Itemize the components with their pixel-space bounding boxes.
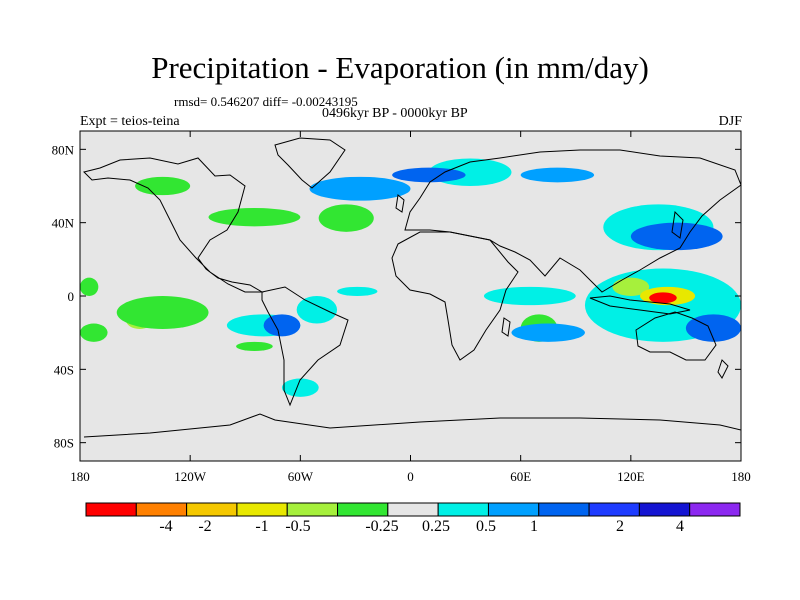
coast-north-america	[83, 157, 264, 293]
colorbar-label: 4	[676, 518, 684, 535]
x-tick-label: 180	[731, 469, 751, 484]
x-tick-label: 60W	[288, 469, 314, 484]
coast-uk	[395, 194, 405, 213]
colorbar-label: 2	[616, 518, 624, 535]
colorbar-swatch	[689, 502, 741, 517]
x-tick-label: 0	[407, 469, 414, 484]
y-tick-label: 80N	[52, 142, 75, 157]
period-label: 0496kyr BP - 0000kyr BP	[322, 106, 468, 121]
colorbar-swatch	[487, 502, 540, 517]
colorbar-label: -0.25	[365, 518, 398, 535]
anomaly-region-11	[520, 167, 595, 183]
coast-australia	[635, 311, 717, 361]
colorbar-label: -1	[255, 518, 268, 535]
anomaly-region-6	[208, 208, 301, 227]
colorbar-swatch	[588, 502, 640, 517]
colorbar-swatch	[236, 502, 288, 517]
colorbar-swatch	[337, 502, 389, 517]
colorbar-swatch	[286, 502, 339, 517]
colorbar-label: -0.5	[285, 518, 310, 535]
anomaly-region-23	[80, 323, 108, 342]
colorbar-swatch	[437, 502, 489, 517]
stats-label: rmsd= 0.546207 diff= -0.00243195	[174, 94, 358, 109]
coastlines	[83, 137, 741, 438]
anomaly-region-4	[337, 286, 378, 296]
season-label: DJF	[718, 114, 742, 129]
y-tick-label: 40N	[52, 216, 75, 231]
anomaly-region-10	[392, 167, 466, 183]
anomaly-region-24	[80, 277, 99, 297]
colorbar-swatch	[85, 502, 137, 517]
figure-title: Precipitation - Evaporation (in mm/day)	[151, 50, 649, 85]
x-tick-label: 60E	[510, 469, 531, 484]
anomaly-region-3	[263, 314, 301, 337]
coast-greenland	[274, 137, 346, 189]
y-tick-label: 80S	[54, 436, 74, 451]
y-tick-label: 0	[68, 289, 75, 304]
colorbar: -4 -2 -1 -0.5 -0.25 0.25 0.5 1 2 4	[85, 502, 741, 535]
colorbar-label: -4	[159, 518, 172, 535]
colorbar-swatch	[135, 502, 188, 517]
anomaly-region-14	[483, 286, 576, 306]
x-tick-label: 180	[70, 469, 90, 484]
anomaly-region-15	[511, 323, 585, 342]
coast-new-zealand	[717, 359, 729, 379]
coast-japan	[671, 210, 684, 239]
colorbar-label: 1	[530, 518, 538, 535]
colorbar-swatch	[387, 502, 439, 517]
anomaly-region-21	[649, 292, 677, 304]
coast-antarctica	[83, 413, 741, 438]
coast-madagascar	[501, 317, 511, 337]
colorbar-swatch	[186, 502, 238, 517]
anomaly-region-25	[281, 378, 319, 397]
anomaly-region-17	[630, 222, 723, 251]
anomaly-region-8	[309, 176, 411, 201]
anomaly-region-1	[116, 296, 209, 329]
coast-eurasia	[404, 149, 741, 293]
colorbar-label: 0.5	[476, 518, 496, 535]
anomaly-region-26	[236, 341, 273, 351]
anomaly-region-22	[685, 314, 741, 342]
anomaly-region-7	[318, 204, 374, 232]
y-tick-label: 40S	[54, 362, 74, 377]
map-axes: 180 120W 60W 0 60E 120E 180 80N 40N 0 40S 80S	[52, 131, 751, 484]
colorbar-label: 0.25	[422, 518, 450, 535]
anomaly-region-12	[135, 176, 191, 196]
coast-africa	[391, 231, 519, 361]
anomaly-region-19	[612, 277, 650, 297]
coast-indonesia	[589, 295, 691, 315]
colorbar-label: -2	[198, 518, 211, 535]
x-tick-label: 120E	[617, 469, 645, 484]
colorbar-swatch	[538, 502, 590, 517]
coast-south-america	[261, 286, 349, 407]
anomaly-region-5	[296, 296, 338, 324]
colorbar-swatch	[638, 502, 691, 517]
x-tick-label: 120W	[174, 469, 207, 484]
experiment-label: Expt = teios-teina	[80, 114, 180, 129]
